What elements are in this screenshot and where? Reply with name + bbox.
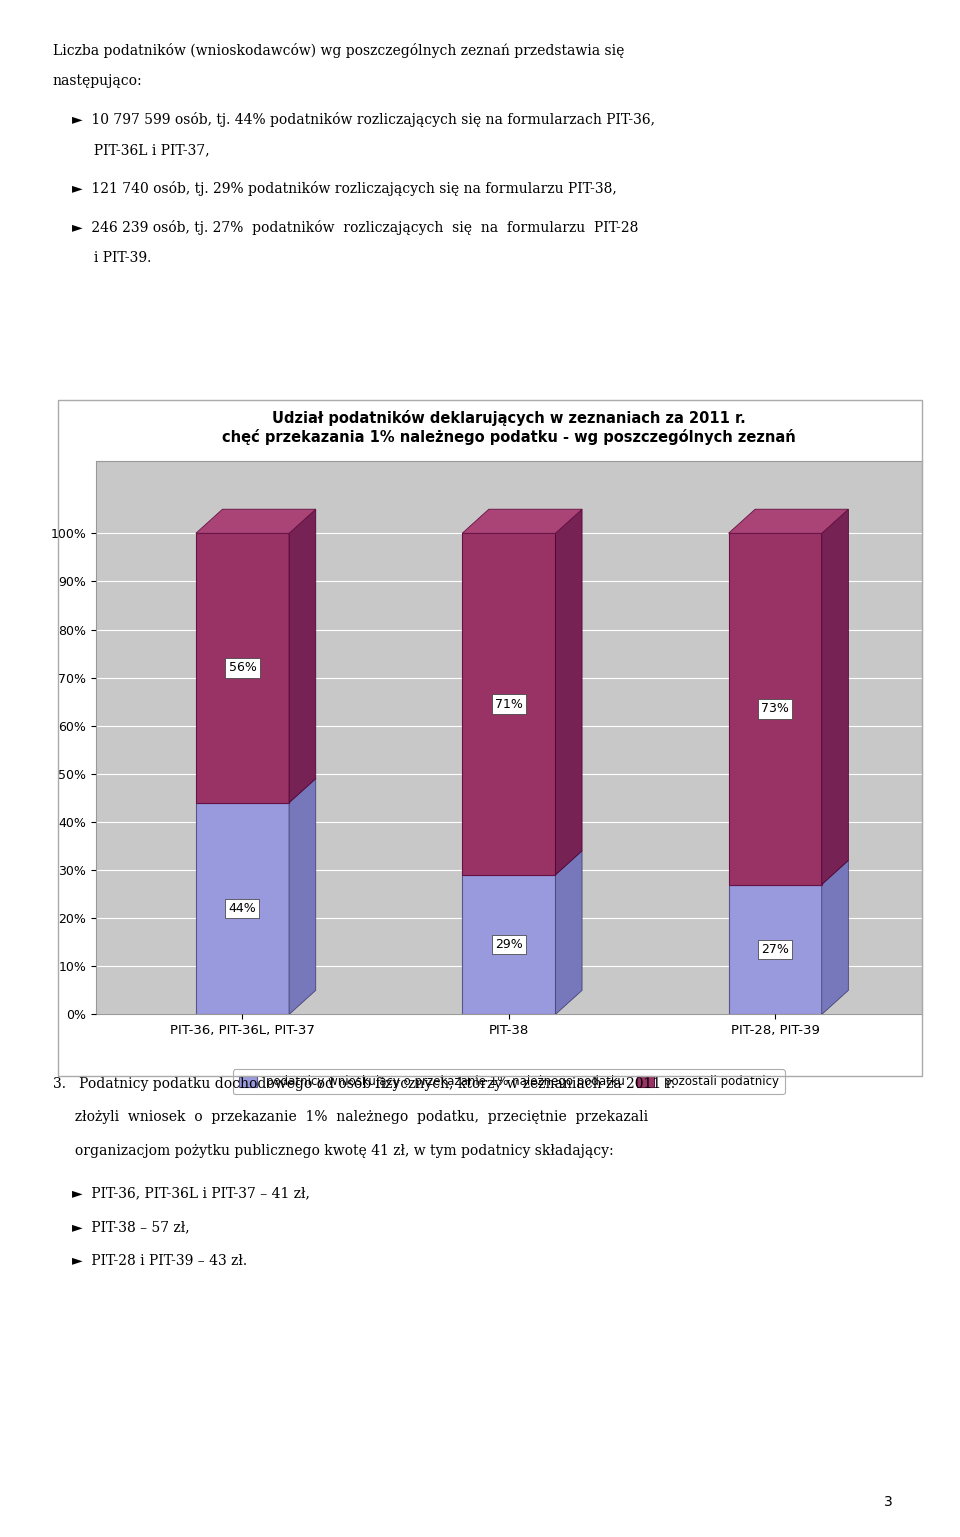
- Text: PIT-36L i PIT-37,: PIT-36L i PIT-37,: [72, 143, 209, 157]
- Text: ►  246 239 osób, tj. 27%  podatników  rozliczających  się  na  formularzu  PIT-2: ► 246 239 osób, tj. 27% podatników rozli…: [72, 220, 638, 235]
- Polygon shape: [729, 884, 822, 1014]
- Polygon shape: [196, 802, 289, 1014]
- Polygon shape: [556, 509, 582, 875]
- Polygon shape: [462, 533, 556, 875]
- Polygon shape: [822, 861, 849, 1014]
- Text: 3.   Podatnicy podatku dochodowego od osób fizycznych, którzy w zeznaniach za 20: 3. Podatnicy podatku dochodowego od osób…: [53, 1076, 675, 1091]
- Text: 29%: 29%: [495, 938, 522, 951]
- Polygon shape: [196, 509, 316, 533]
- Text: ►  10 797 599 osób, tj. 44% podatników rozliczających się na formularzach PIT-36: ► 10 797 599 osób, tj. 44% podatników ro…: [72, 112, 655, 128]
- Text: ►  PIT-28 i PIT-39 – 43 zł.: ► PIT-28 i PIT-39 – 43 zł.: [72, 1254, 247, 1268]
- Title: Udział podatników deklarujących w zeznaniach za 2011 r.
chęć przekazania 1% nale: Udział podatników deklarujących w zeznan…: [222, 410, 796, 444]
- Legend: podatnicy wnioskujący o przekazanie 1% należnego podatku, pozostali podatnicy: podatnicy wnioskujący o przekazanie 1% n…: [233, 1070, 784, 1094]
- Text: 44%: 44%: [228, 902, 256, 915]
- Text: 3: 3: [884, 1496, 893, 1509]
- Polygon shape: [196, 533, 289, 802]
- Text: złożyli  wniosek  o  przekazanie  1%  należnego  podatku,  przeciętnie  przekaza: złożyli wniosek o przekazanie 1% należne…: [53, 1110, 648, 1124]
- Polygon shape: [729, 509, 849, 533]
- Polygon shape: [556, 851, 582, 1014]
- Polygon shape: [289, 509, 316, 802]
- Text: Liczba podatników (wnioskodawców) wg poszczególnych zeznań przedstawia się: Liczba podatników (wnioskodawców) wg pos…: [53, 43, 624, 58]
- Text: 27%: 27%: [761, 944, 789, 956]
- Text: następująco:: następująco:: [53, 74, 142, 88]
- Text: 71%: 71%: [494, 698, 523, 710]
- Text: ►  121 740 osób, tj. 29% podatników rozliczających się na formularzu PIT-38,: ► 121 740 osób, tj. 29% podatników rozli…: [72, 181, 616, 197]
- Text: ►  PIT-38 – 57 zł,: ► PIT-38 – 57 zł,: [72, 1220, 190, 1234]
- Text: organizacjom pożytku publicznego kwotę 41 zł, w tym podatnicy składający:: organizacjom pożytku publicznego kwotę 4…: [53, 1144, 613, 1157]
- Polygon shape: [729, 533, 822, 884]
- Polygon shape: [462, 509, 582, 533]
- Text: i PIT-39.: i PIT-39.: [72, 251, 152, 264]
- Polygon shape: [462, 875, 556, 1014]
- Polygon shape: [289, 779, 316, 1014]
- Polygon shape: [822, 509, 849, 884]
- Text: 73%: 73%: [761, 702, 789, 715]
- Text: 56%: 56%: [228, 661, 256, 675]
- Text: ►  PIT-36, PIT-36L i PIT-37 – 41 zł,: ► PIT-36, PIT-36L i PIT-37 – 41 zł,: [72, 1187, 310, 1200]
